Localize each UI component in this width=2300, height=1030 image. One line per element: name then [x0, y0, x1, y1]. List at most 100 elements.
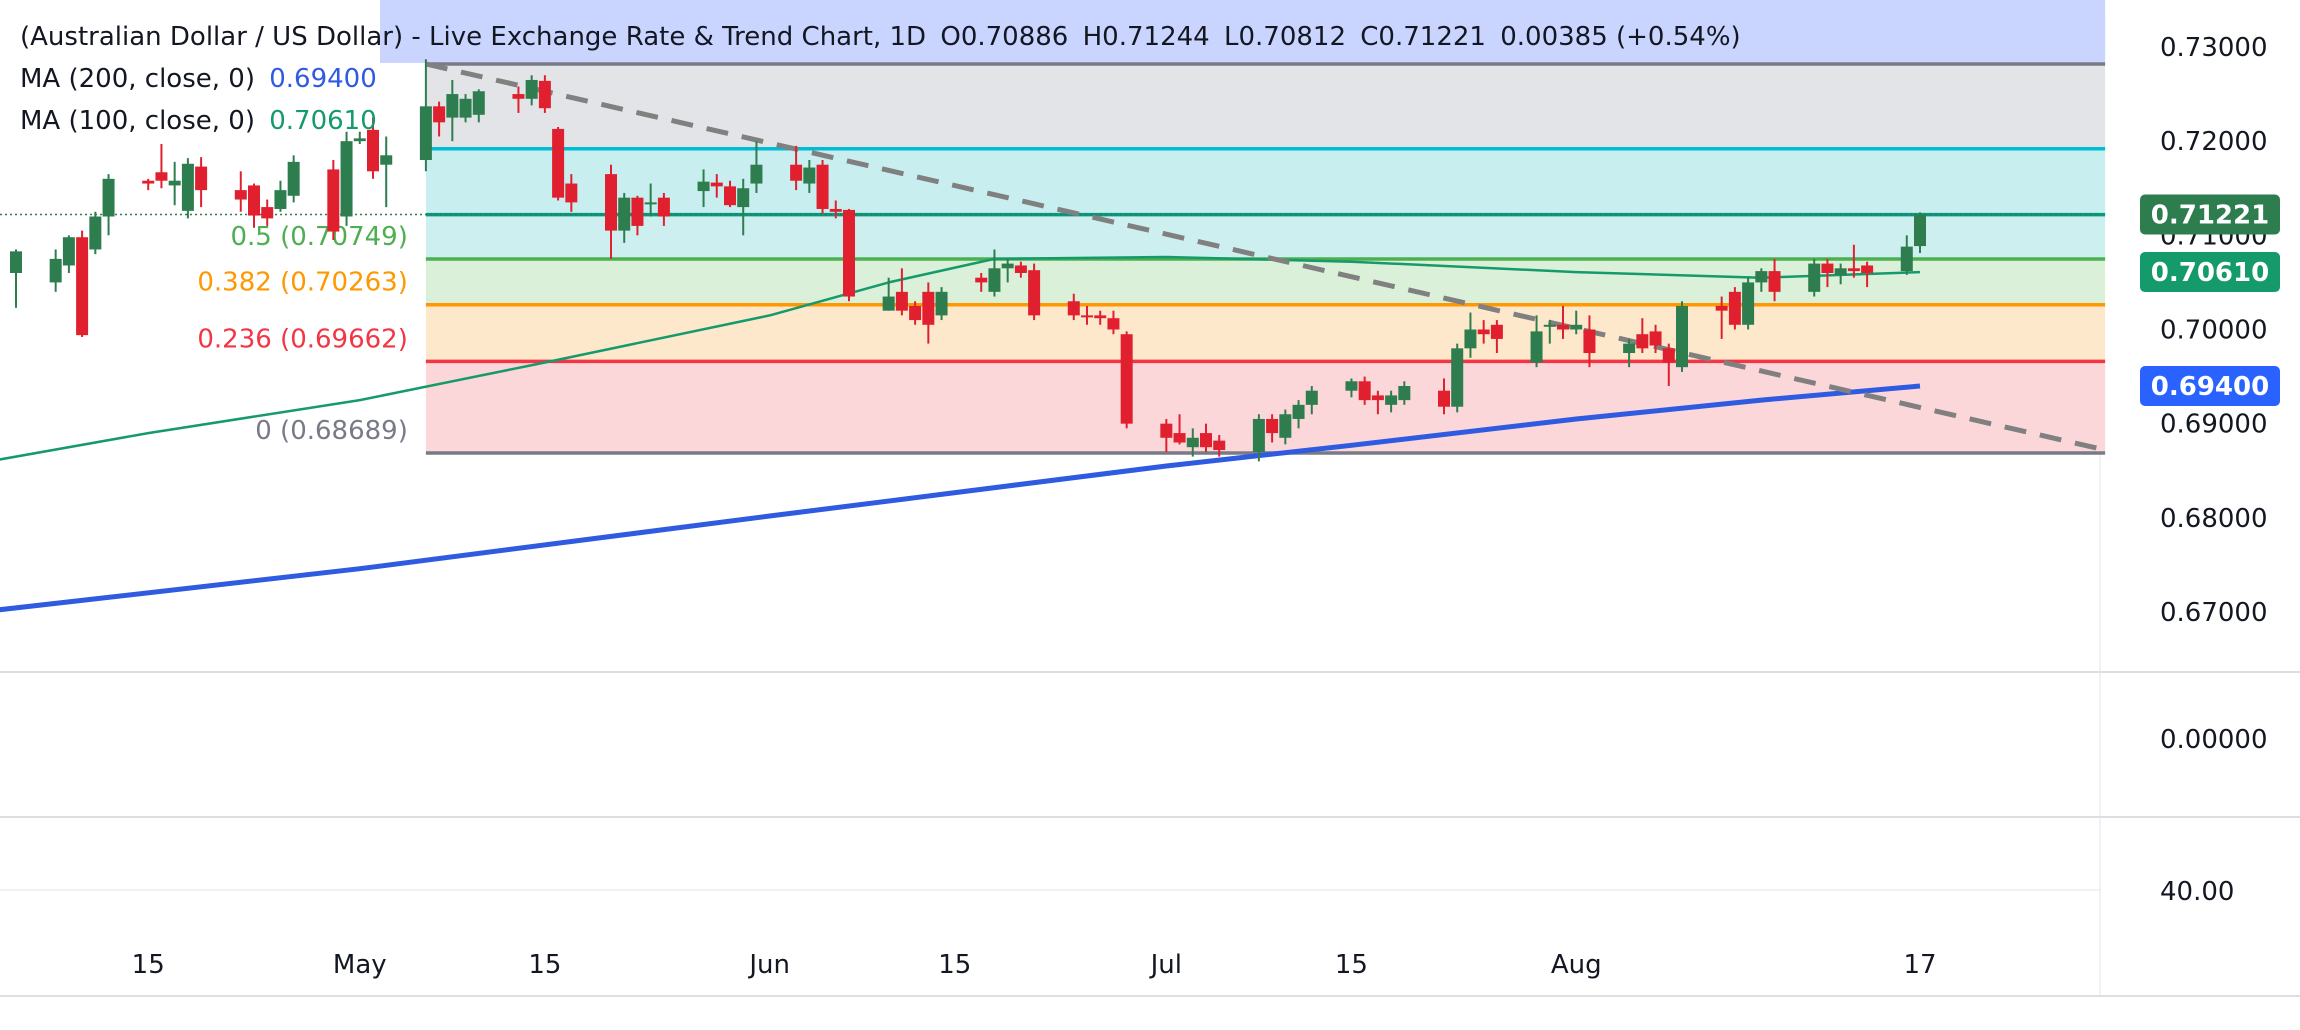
- candle-body: [76, 237, 89, 336]
- candle-body: [1120, 334, 1133, 424]
- candle-body: [1676, 305, 1688, 368]
- candle-body: [1543, 324, 1556, 327]
- candle-body: [353, 138, 366, 142]
- candle-body: [525, 79, 538, 99]
- candle-body: [1570, 324, 1583, 330]
- candle-body: [49, 258, 62, 283]
- candle-body: [1266, 418, 1279, 434]
- open-value: 0.70886: [960, 22, 1069, 52]
- candle-body: [697, 181, 710, 192]
- candle-body: [922, 291, 935, 325]
- change-value: 0.00385 (+0.54%): [1500, 22, 1741, 52]
- candle-body: [618, 197, 631, 231]
- candle-body: [419, 106, 432, 160]
- y-tick-label: 0.68000: [2160, 504, 2268, 534]
- x-tick-label: 15: [132, 950, 165, 980]
- candle-body: [142, 180, 155, 184]
- ma100-legend[interactable]: MA (100, close, 0) 0.70610: [20, 106, 383, 136]
- y-tick-label: 0.70000: [2160, 316, 2268, 346]
- candle-body: [1728, 291, 1741, 325]
- candle-body: [1755, 271, 1768, 283]
- candle-body: [1847, 268, 1860, 272]
- candle-body: [1081, 315, 1093, 318]
- candle-body: [909, 305, 922, 321]
- candle-body: [935, 291, 948, 316]
- ma200-price-label-box: [2140, 366, 2280, 406]
- candle-body: [472, 91, 485, 115]
- last-price-label-box: [2140, 194, 2280, 235]
- candle-body: [234, 190, 247, 200]
- x-tick-label: Aug: [1551, 950, 1602, 980]
- candle-body: [1014, 265, 1027, 273]
- candle-body: [340, 141, 353, 217]
- candle-body: [975, 277, 988, 283]
- x-tick-label: May: [333, 950, 387, 980]
- lower-pane-2-tick: 40.00: [2160, 877, 2234, 907]
- candle-body: [261, 207, 274, 219]
- ma200-legend-value: 0.69400: [269, 64, 377, 94]
- candle-body: [102, 178, 115, 217]
- candle-body: [988, 268, 1001, 292]
- ma200-legend[interactable]: MA (200, close, 0) 0.69400: [20, 64, 383, 94]
- candle-body: [1107, 318, 1120, 330]
- close-label: C: [1360, 22, 1379, 52]
- chart-title: (Australian Dollar / US Dollar) - Live E…: [20, 22, 927, 52]
- candle-body: [1477, 329, 1490, 335]
- candle-body: [750, 164, 763, 184]
- candle-body: [790, 164, 803, 181]
- fib-label-2: 0.236 (0.69662): [197, 324, 408, 354]
- y-tick-label: 0.69000: [2160, 410, 2268, 440]
- candle-body: [1001, 263, 1014, 269]
- candle-body: [565, 183, 578, 203]
- candle-body: [168, 180, 181, 186]
- last-price-label: 0.71221: [2151, 201, 2269, 231]
- candle-body: [843, 209, 855, 297]
- candle-body: [1213, 440, 1226, 451]
- close-value: 0.71221: [1378, 22, 1486, 52]
- candle-body: [195, 166, 208, 191]
- lower-pane-1-tick: 0.00000: [2160, 725, 2268, 755]
- candle-body: [1094, 315, 1107, 319]
- x-tick-label: 15: [938, 950, 971, 980]
- candle-body: [155, 172, 168, 181]
- candle-body: [1305, 390, 1318, 405]
- low-label: L: [1223, 22, 1239, 52]
- candle-body: [512, 94, 525, 99]
- candle-body: [1742, 282, 1755, 325]
- candle-body: [1715, 305, 1728, 311]
- fib-label-0: 0.5 (0.70749): [230, 222, 407, 252]
- candle-body: [1636, 334, 1649, 349]
- x-tick-label: 15: [1335, 950, 1368, 980]
- high-label: H: [1082, 22, 1103, 52]
- candle-body: [1583, 329, 1596, 354]
- candle-body: [829, 208, 842, 212]
- ma100-line: [0, 255, 1921, 461]
- candle-body: [446, 94, 459, 118]
- candle-body: [89, 216, 102, 250]
- y-tick-label: 0.73000: [2160, 33, 2268, 63]
- candle-body: [1649, 331, 1662, 346]
- candle-body: [367, 129, 379, 172]
- candle-body: [1808, 263, 1821, 292]
- y-tick-label: 0.67000: [2160, 598, 2268, 628]
- fib-zone-0618-05: [425, 214, 2106, 259]
- fib-zone-0236-0: [425, 361, 2106, 453]
- fib-zone-header-band: [380, 0, 2106, 63]
- candle-body: [433, 106, 446, 123]
- candle-body: [552, 128, 565, 198]
- candle-body: [882, 296, 895, 311]
- candle-body: [605, 174, 617, 231]
- candle-body: [803, 167, 816, 184]
- candle-body: [1768, 271, 1781, 292]
- candle-body: [724, 186, 736, 206]
- candle-body: [1371, 395, 1384, 401]
- open-label: O: [940, 22, 961, 52]
- candle-body: [1914, 214, 1926, 247]
- candle-body: [1623, 343, 1636, 354]
- ma200-price-label: 0.69400: [2151, 372, 2269, 402]
- candle-body: [1490, 324, 1503, 339]
- x-tick-label: 15: [528, 950, 561, 980]
- candle-body: [737, 188, 750, 208]
- candle-body: [710, 182, 723, 187]
